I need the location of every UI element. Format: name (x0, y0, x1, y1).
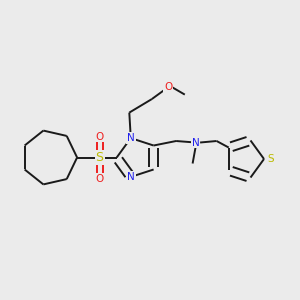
Text: S: S (96, 151, 104, 164)
Text: N: N (127, 172, 135, 182)
Text: S: S (267, 154, 274, 164)
Text: O: O (95, 173, 104, 184)
Text: N: N (127, 133, 135, 143)
Text: O: O (95, 131, 104, 142)
Text: N: N (192, 137, 200, 148)
Text: O: O (164, 82, 172, 92)
